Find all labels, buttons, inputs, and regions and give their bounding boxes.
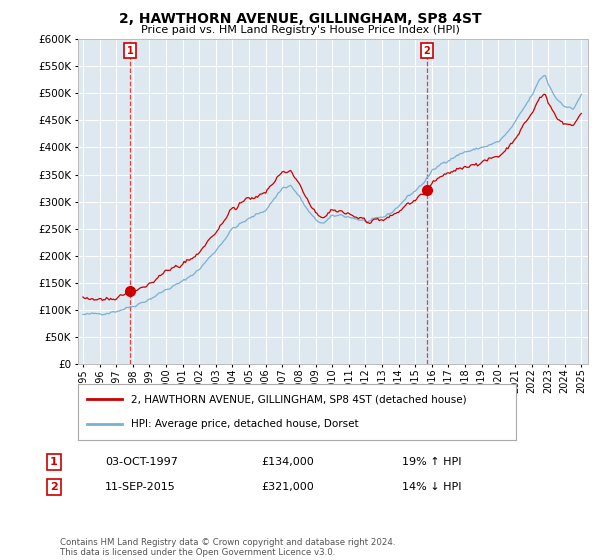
Text: 2, HAWTHORN AVENUE, GILLINGHAM, SP8 4ST (detached house): 2, HAWTHORN AVENUE, GILLINGHAM, SP8 4ST … <box>131 394 466 404</box>
Text: 2: 2 <box>424 46 430 55</box>
Text: Contains HM Land Registry data © Crown copyright and database right 2024.
This d: Contains HM Land Registry data © Crown c… <box>60 538 395 557</box>
Text: 1: 1 <box>50 457 58 467</box>
Text: 2: 2 <box>50 482 58 492</box>
Text: 03-OCT-1997: 03-OCT-1997 <box>105 457 178 467</box>
Text: £134,000: £134,000 <box>261 457 314 467</box>
Text: 19% ↑ HPI: 19% ↑ HPI <box>402 457 461 467</box>
Text: 11-SEP-2015: 11-SEP-2015 <box>105 482 176 492</box>
Text: 2, HAWTHORN AVENUE, GILLINGHAM, SP8 4ST: 2, HAWTHORN AVENUE, GILLINGHAM, SP8 4ST <box>119 12 481 26</box>
Text: 14% ↓ HPI: 14% ↓ HPI <box>402 482 461 492</box>
Text: Price paid vs. HM Land Registry's House Price Index (HPI): Price paid vs. HM Land Registry's House … <box>140 25 460 35</box>
Text: HPI: Average price, detached house, Dorset: HPI: Average price, detached house, Dors… <box>131 419 358 429</box>
Text: £321,000: £321,000 <box>261 482 314 492</box>
Text: 1: 1 <box>127 46 133 55</box>
